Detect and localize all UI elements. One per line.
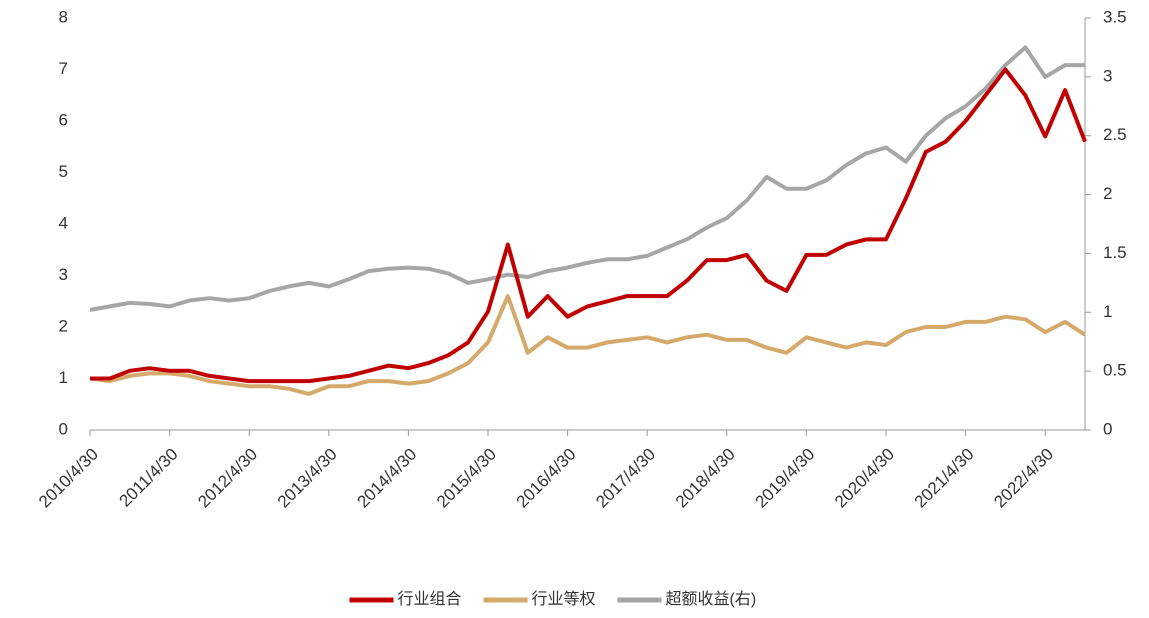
y2-tick-label: 3.5 [1103, 7, 1127, 26]
series-line [90, 67, 1087, 384]
x-tick-label: 2016/4/30 [513, 445, 580, 512]
y2-tick-label: 2.5 [1103, 125, 1127, 144]
y2-tick-label: 1.5 [1103, 243, 1127, 262]
legend-label: 超额收益(右) [666, 590, 757, 608]
y-tick-label: 8 [59, 7, 68, 26]
y-tick-label: 4 [59, 213, 68, 232]
y-tick-label: 3 [59, 265, 68, 284]
x-tick-label: 2013/4/30 [274, 445, 341, 512]
y-tick-label: 7 [59, 59, 68, 78]
y2-tick-label: 0 [1103, 419, 1112, 438]
y-tick-label: 6 [59, 110, 68, 129]
legend: 行业组合 行业等权 超额收益(右) [349, 590, 757, 608]
x-tick-label: 2012/4/30 [194, 445, 261, 512]
series-line [89, 45, 1085, 312]
y2-tick-label: 0.5 [1103, 361, 1127, 380]
x-tick-label: 2010/4/30 [35, 445, 102, 512]
x-tick-label: 2020/4/30 [831, 445, 898, 512]
x-tick-label: 2017/4/30 [592, 445, 659, 512]
y-tick-label: 0 [59, 419, 68, 438]
y2-tick-label: 3 [1103, 66, 1112, 85]
legend-label: 行业等权 [532, 590, 596, 608]
x-tick-label: 2011/4/30 [116, 445, 182, 511]
y2-tick-label: 2 [1103, 184, 1112, 203]
y-tick-label: 5 [59, 162, 68, 181]
x-tick-label: 2022/4/30 [990, 445, 1057, 512]
x-tick-label: 2015/4/30 [433, 445, 500, 512]
x-tick-label: 2018/4/30 [672, 445, 739, 512]
x-tick-label: 2014/4/30 [353, 445, 420, 512]
series-line [89, 294, 1087, 396]
y-tick-label: 1 [59, 368, 68, 387]
x-tick-label: 2021/4/30 [911, 445, 978, 512]
legend-label: 行业组合 [398, 590, 462, 608]
y2-tick-label: 1 [1103, 302, 1112, 321]
x-tick-label: 2019/4/30 [751, 445, 818, 512]
y-tick-label: 2 [59, 316, 68, 335]
